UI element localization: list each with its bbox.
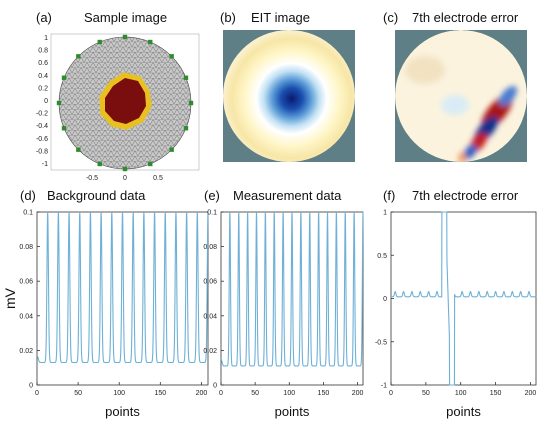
panel-a-y-tick: 0 [44, 98, 48, 105]
y-tick-label: 0.5 [377, 253, 387, 260]
panel-b-letter: (b) [220, 10, 236, 25]
panel-f-letter: (f) [383, 188, 395, 203]
panel-e-letter: (e) [204, 188, 220, 203]
x-axis-label: points [446, 404, 481, 419]
panel-a-y-tick: -0.2 [36, 111, 48, 118]
x-tick-label: 100 [455, 390, 467, 397]
x-tick-label: 50 [251, 390, 259, 397]
panel-a-y-tick: 1 [44, 35, 48, 42]
y-tick-label: 0.1 [207, 210, 217, 217]
series-line [220, 211, 364, 367]
panel-a-letter: (a) [36, 10, 52, 25]
y-tick-label: 0.02 [203, 348, 217, 355]
y-tick-label: -1 [381, 383, 387, 390]
y-tick-label: 0.04 [203, 313, 217, 320]
electrode-marker [169, 147, 174, 152]
electrode-marker [61, 75, 67, 80]
error-map-reconstruction [395, 30, 527, 162]
electrode-marker [169, 54, 174, 59]
panel-d: (d) Background data 0 50 100 150 200 0 0.02 0.0… [2, 188, 209, 419]
x-tick-label: 50 [74, 390, 82, 397]
panel-a: (a) Sample image 1 0.8 0.6 0.4 0.2 0 -0.… [36, 10, 200, 182]
panel-a-y-tick: -0.4 [36, 123, 48, 130]
electrode-marker [148, 39, 153, 45]
y-tick-label: 1 [383, 210, 387, 217]
chart-f: 0 50 100 150 200 -1 -0.5 0 0.5 1 points [375, 210, 537, 419]
eit-reconstruction [223, 30, 355, 162]
y-tick-label: 0.04 [19, 313, 33, 320]
chart-d: 0 50 100 150 200 0 0.02 0.04 0.06 0.08 0.1 points mV [2, 210, 209, 419]
panel-b: (b) EIT image [220, 10, 355, 162]
y-tick-label: -0.5 [375, 339, 387, 346]
x-tick-label: 150 [318, 390, 330, 397]
panel-a-title: Sample image [84, 10, 167, 25]
y-tick-label: 0 [383, 296, 387, 303]
y-tick-label: 0.08 [203, 244, 217, 251]
inclusion-region [105, 78, 146, 124]
panel-a-y-tick: 0.8 [38, 48, 48, 55]
x-tick-label: 200 [525, 390, 537, 397]
y-tick-label: 0.02 [19, 348, 33, 355]
panel-c-title: 7th electrode error [412, 10, 519, 25]
panel-d-letter: (d) [20, 188, 36, 203]
plot-area-frame [390, 211, 537, 386]
panel-f-title: 7th electrode error [412, 188, 519, 203]
electrode-marker [122, 166, 128, 172]
x-tick-label: 200 [196, 390, 208, 397]
electrode-marker [61, 126, 67, 131]
panel-a-x-tick: -0.5 [86, 175, 98, 182]
x-tick-label: 50 [422, 390, 430, 397]
x-axis-label: points [275, 404, 310, 419]
electrode-marker [183, 75, 189, 80]
panel-d-title: Background data [47, 188, 146, 203]
y-tick-label: 0 [213, 383, 217, 390]
electrode-marker [188, 100, 194, 106]
electrodes [56, 34, 194, 172]
electrode-marker [122, 34, 128, 40]
x-tick-label: 200 [352, 390, 364, 397]
y-tick-label: 0.06 [203, 279, 217, 286]
x-tick-label: 150 [490, 390, 502, 397]
electrode-marker [97, 161, 102, 167]
panel-e: (e) Measurement data 0 50 100 150 200 0 0.02 0.… [203, 188, 364, 419]
panel-a-y-tick: -1 [42, 161, 48, 168]
x-tick-label: 100 [283, 390, 295, 397]
panel-a-y-tick: -0.6 [36, 136, 48, 143]
panel-c-letter: (c) [383, 10, 398, 25]
electrode-marker [56, 100, 62, 106]
y-tick-label: 0.08 [19, 244, 33, 251]
x-tick-label: 0 [219, 390, 223, 397]
x-tick-label: 100 [113, 390, 125, 397]
series-line [36, 211, 209, 364]
panel-a-y-ticks: 1 0.8 0.6 0.4 0.2 0 -0.2 -0.4 -0.6 -0.8 … [36, 35, 48, 168]
x-tick-label: 0 [35, 390, 39, 397]
chart-e: 0 50 100 150 200 0 0.02 0.04 0.06 0.08 0.1 points [203, 210, 364, 419]
panel-a-y-tick: -0.8 [36, 148, 48, 155]
electrode-marker [148, 161, 153, 167]
panel-f: (f) 7th electrode error 0 50 100 150 200 -1 -0… [375, 188, 537, 419]
electrode-marker [183, 126, 189, 131]
y-tick-label: 0.1 [23, 210, 33, 217]
panel-e-title: Measurement data [233, 188, 342, 203]
panel-a-y-tick: 0.2 [38, 85, 48, 92]
panel-a-x-tick: 0 [123, 175, 127, 182]
series-line [391, 211, 537, 386]
electrode-marker [97, 39, 102, 45]
electrode-marker [76, 147, 81, 152]
y-axis-label: mV [2, 287, 18, 309]
panel-a-x-tick: 0.5 [153, 175, 163, 182]
panel-a-y-tick: 0.6 [38, 60, 48, 67]
electrode-marker [76, 54, 81, 59]
y-tick-label: 0 [29, 383, 33, 390]
panel-a-y-tick: 0.4 [38, 73, 48, 80]
y-tick-label: 0.06 [19, 279, 33, 286]
x-tick-label: 150 [154, 390, 166, 397]
x-tick-label: 0 [389, 390, 393, 397]
panel-b-title: EIT image [251, 10, 310, 25]
panel-c: (c) 7th electrode error [383, 10, 527, 162]
x-axis-label: points [105, 404, 140, 419]
